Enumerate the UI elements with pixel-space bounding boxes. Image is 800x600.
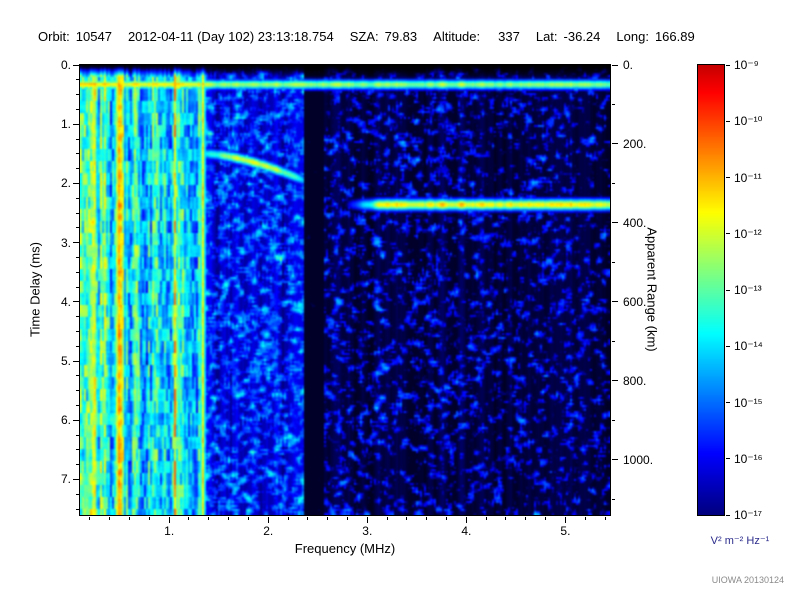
colorbar-frame [697,64,725,516]
right-y-axis-title: Apparent Range (km) [644,227,660,352]
colorbar-tick-label: 10⁻¹⁴ [734,339,763,354]
long-field: Long: 166.89 [616,29,694,44]
colorbar-tick-label: 10⁻¹⁶ [734,451,763,466]
left-y-axis-tick-label: 7. [60,472,71,487]
x-axis-minor-tick [109,517,111,520]
colorbar-canvas [698,65,724,515]
right-y-axis-tick [612,64,618,66]
colorbar-tick [726,345,730,347]
left-y-axis-tick-label: 1. [60,117,71,132]
colorbar-tick-label: 10⁻⁹ [734,58,759,72]
x-axis-minor-tick [584,517,586,520]
lat-value: -36.24 [563,29,601,44]
right-y-axis-tick [612,301,618,303]
altitude-value: 337 [498,29,520,44]
left-y-axis-tick-label: 0. [60,58,71,72]
right-y-axis-tick [612,380,618,382]
altitude-field: Altitude: 337 [433,29,520,44]
orbit-label: Orbit: [38,29,70,44]
x-axis-tick [168,517,170,523]
long-label: Long: [616,29,649,44]
sza-value: 79.83 [384,29,418,44]
x-axis-minor-tick [247,517,249,520]
left-y-axis-tick-label: 2. [60,176,71,191]
colorbar-tick-label: 10⁻¹⁵ [734,395,763,410]
x-axis-minor-tick [327,517,329,520]
right-y-axis-tick [612,222,618,224]
left-y-axis-tick-label: 4. [60,294,71,309]
left-y-axis-tick-label: 6. [60,413,71,428]
colorbar-tick [726,177,730,178]
x-axis-minor-tick [307,517,309,520]
x-axis-minor-tick [505,517,507,520]
colorbar-tick-label: 10⁻¹⁰ [734,114,763,129]
x-axis-tick [366,517,368,523]
left-y-axis-title: Time Delay (ms) [27,242,43,337]
colorbar-tick-label: 10⁻¹² [734,226,762,241]
left-y-axis-tick-label: 3. [60,235,71,250]
x-axis-minor-tick [228,517,230,520]
right-y-axis-minor-tick [612,498,615,500]
x-axis-tick-label: 2. [263,524,274,538]
x-axis-minor-tick [406,517,408,520]
colorbar-tick-label: 10⁻¹¹ [734,170,762,185]
right-y-axis-minor-tick [612,103,615,105]
x-axis-minor-tick [208,517,210,520]
x-axis-title: Frequency (MHz) [294,541,396,556]
x-axis-tick [564,517,566,523]
orbit-field: Orbit: 10547 [38,29,112,44]
credit-text: UIOWA 20130124 [711,575,784,585]
colorbar-tick [726,458,730,460]
right-y-axis-minor-tick [612,340,615,342]
x-axis-minor-tick [426,517,428,520]
x-axis-tick-label: 1. [164,524,175,538]
x-axis-tick [267,517,269,523]
colorbar-unit-label: V² m⁻² Hz⁻¹ [710,535,770,547]
colorbar-tick [726,514,730,516]
long-value: 166.89 [654,29,695,44]
x-axis-minor-tick [188,517,190,520]
plot-header: Orbit: 10547 2012-04-11 (Day 102) 23:13:… [38,29,695,44]
colorbar-tick [726,233,730,235]
x-axis-minor-tick [545,517,547,520]
colorbar-tick [726,120,730,122]
spectrogram-canvas [80,65,610,515]
sza-field: SZA: 79.83 [350,29,417,44]
x-axis-minor-tick [604,517,606,520]
left-y-axis-tick-label: 5. [60,354,71,369]
x-axis-minor-tick [287,517,289,520]
x-axis-tick-label: 4. [461,524,472,538]
x-axis-tick-label: 3. [362,524,373,538]
x-axis-tick [465,517,467,523]
x-axis-minor-tick [346,517,348,520]
colorbar-tick-label: 10⁻¹⁷ [734,508,763,522]
x-axis-minor-tick [446,517,448,520]
x-axis-minor-tick [129,517,131,520]
colorbar-tick [726,402,730,403]
colorbar-tick [726,64,730,66]
sza-label: SZA: [349,29,379,44]
right-y-axis-minor-tick [612,182,615,184]
altitude-label: Altitude: [433,29,481,44]
x-axis-minor-tick [525,517,527,520]
x-axis-minor-tick [485,517,487,520]
right-y-axis-minor-tick [612,419,615,421]
x-axis-tick-label: 5. [560,524,571,538]
right-y-axis-tick [612,143,618,145]
spectrogram-frame [79,64,611,516]
x-axis-minor-tick [148,517,150,520]
x-axis-minor-tick [386,517,388,520]
datetime-text: 2012-04-11 (Day 102) 23:13:18.754 [127,29,334,44]
x-axis-minor-tick [89,517,91,520]
lat-label: Lat: [535,29,558,44]
lat-field: Lat: -36.24 [536,29,601,44]
colorbar-tick [726,289,730,291]
right-y-axis-tick [612,459,618,461]
colorbar-tick-label: 10⁻¹³ [734,283,762,297]
right-y-axis-minor-tick [612,261,615,263]
orbit-value: 10547 [75,29,112,44]
